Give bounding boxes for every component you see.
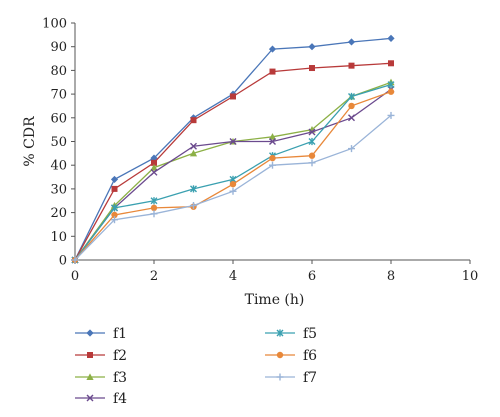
- data-point: [229, 180, 237, 188]
- data-point: [111, 185, 118, 192]
- y-tick-label: 10: [50, 230, 67, 245]
- data-point: [150, 168, 158, 176]
- data-point: [269, 154, 276, 162]
- series-f5: [71, 81, 395, 264]
- legend-item-f3: f3: [75, 370, 127, 386]
- series-line: [74, 83, 392, 261]
- x-tick-label: 10: [462, 269, 479, 284]
- data-point: [348, 92, 355, 101]
- data-point: [190, 201, 197, 209]
- legend-label: f1: [113, 326, 127, 342]
- y-tick-label: 80: [50, 64, 67, 79]
- legend-label: f2: [113, 348, 127, 364]
- data-point: [347, 38, 356, 46]
- legend-label: f6: [303, 348, 317, 364]
- data-point: [388, 60, 394, 67]
- y-tick-label: 0: [59, 254, 67, 269]
- data-point: [268, 45, 277, 53]
- data-point: [387, 81, 395, 89]
- data-point: [229, 187, 237, 195]
- data-point: [111, 204, 118, 212]
- legend: f1 f2 f3 f4 f5 f6 f7: [75, 326, 317, 407]
- data-point: [71, 256, 79, 264]
- series-line: [74, 114, 392, 261]
- y-tick-label: 40: [50, 159, 67, 174]
- x-tick-label: 4: [229, 269, 237, 284]
- data-point: [268, 133, 277, 140]
- data-point: [308, 128, 316, 136]
- series-f1: [71, 34, 395, 264]
- data-point: [86, 329, 94, 337]
- data-point: [150, 204, 158, 212]
- data-point: [87, 352, 93, 358]
- data-point: [110, 175, 119, 184]
- data-point: [111, 216, 118, 224]
- legend-item-f5: f5: [265, 326, 317, 342]
- data-point: [308, 152, 316, 159]
- series-f3: [71, 78, 395, 263]
- y-tick-label: 50: [50, 135, 67, 150]
- x-tick-label: 2: [150, 269, 158, 284]
- legend-item-f4: f4: [75, 391, 127, 407]
- data-point: [276, 351, 284, 359]
- y-tick-label: 60: [50, 111, 67, 126]
- series-f7: [71, 111, 395, 264]
- y-tick-label: 70: [50, 88, 67, 103]
- legend-item-f2: f2: [75, 348, 127, 364]
- y-tick-label: 90: [50, 40, 67, 55]
- data-point: [348, 62, 355, 69]
- legend-label: f3: [113, 370, 127, 386]
- series-line: [74, 81, 392, 261]
- data-point: [150, 163, 158, 171]
- y-tick-label: 30: [50, 182, 67, 197]
- data-point: [230, 93, 236, 100]
- data-point: [229, 138, 237, 145]
- data-point: [150, 197, 158, 205]
- x-tick-label: 6: [308, 269, 316, 284]
- legend-item-f6: f6: [265, 348, 317, 364]
- data-point: [190, 117, 197, 124]
- legend-item-f7: f7: [265, 370, 317, 386]
- legend-label: f4: [113, 391, 127, 407]
- data-point: [309, 65, 315, 72]
- data-point: [276, 329, 284, 337]
- y-tick-label: 20: [50, 206, 67, 221]
- data-point: [269, 161, 276, 169]
- y-axis-title: % CDR: [22, 116, 38, 167]
- data-point: [308, 137, 316, 146]
- x-axis-title: Time (h): [245, 292, 305, 308]
- x-tick-label: 0: [71, 269, 79, 284]
- x-tick-label: 8: [387, 269, 395, 284]
- data-point: [387, 34, 395, 43]
- data-point: [111, 211, 118, 219]
- data-point: [387, 111, 395, 119]
- data-point: [189, 149, 198, 157]
- plot-area: [71, 34, 395, 264]
- data-point: [348, 102, 355, 110]
- legend-item-f1: f1: [75, 326, 127, 342]
- data-point: [269, 138, 276, 145]
- data-point: [269, 68, 276, 75]
- y-tick-label: 100: [42, 17, 67, 32]
- data-point: [308, 159, 316, 167]
- data-point: [151, 159, 157, 166]
- legend-label: f7: [303, 370, 317, 386]
- series-line: [74, 37, 392, 261]
- data-point: [348, 145, 355, 153]
- data-point: [150, 210, 158, 218]
- data-point: [276, 373, 284, 381]
- data-point: [348, 114, 355, 122]
- data-point: [190, 142, 197, 150]
- data-point: [308, 43, 316, 51]
- data-point: [190, 185, 197, 193]
- data-point: [387, 88, 395, 95]
- data-point: [86, 394, 94, 402]
- legend-label: f5: [303, 326, 317, 342]
- axes: 0 10 20 30 40 50 60 70 80 90 100 0 2 4 6 8 10: [42, 17, 478, 285]
- data-point: [86, 373, 94, 380]
